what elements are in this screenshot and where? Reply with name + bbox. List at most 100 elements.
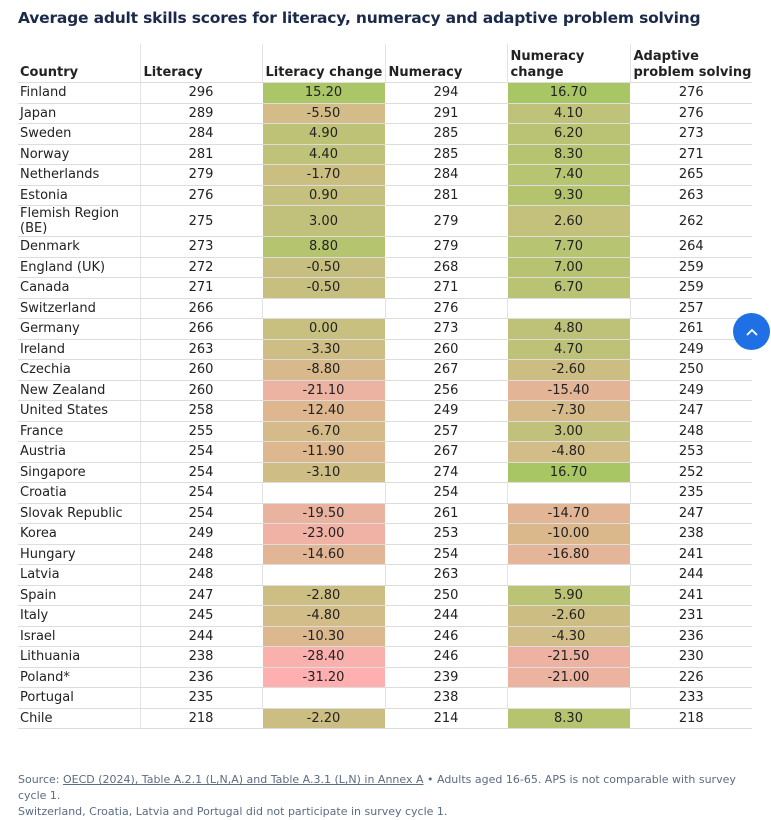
table-row: Portugal 235 238 233	[18, 687, 752, 709]
literacy-change-cell: -28.40	[261, 646, 386, 668]
numeracy-cell: 246	[384, 626, 507, 647]
numeracy-cell: 246	[384, 646, 507, 668]
country-cell: Denmark	[18, 236, 140, 258]
country-cell: Sweden	[18, 123, 140, 145]
literacy-cell: 263	[139, 339, 262, 360]
literacy-cell: 276	[139, 185, 262, 206]
aps-cell: 276	[629, 103, 752, 124]
aps-cell: 247	[629, 503, 752, 524]
aps-cell: 248	[629, 421, 752, 442]
numeracy-cell: 273	[384, 318, 507, 340]
country-cell: United States	[18, 400, 140, 422]
numeracy-cell: 260	[384, 339, 507, 360]
literacy-cell: 284	[139, 123, 262, 145]
numeracy-change-cell: 6.70	[506, 277, 631, 299]
column-header: Numeracy change	[506, 44, 630, 83]
numeracy-change-cell: 5.90	[506, 585, 631, 606]
table-row: Italy 245 -4.80 244 -2.60 231	[18, 605, 752, 627]
literacy-cell: 236	[139, 667, 262, 688]
literacy-change-cell: -2.20	[261, 708, 386, 729]
country-cell: Canada	[18, 277, 140, 299]
source-link[interactable]: OECD (2024), Table A.2.1 (L,N,A) and Tab…	[62, 773, 424, 786]
country-cell: Korea	[18, 523, 140, 545]
numeracy-change-cell: 6.20	[506, 123, 631, 145]
numeracy-change-cell: 8.30	[506, 708, 631, 729]
literacy-cell: 254	[139, 462, 262, 483]
aps-cell: 241	[629, 544, 752, 565]
country-cell: Czechia	[18, 359, 140, 381]
numeracy-change-cell: 7.00	[506, 257, 631, 278]
literacy-cell: 296	[139, 82, 262, 104]
literacy-cell: 271	[139, 277, 262, 299]
table-row: Slovak Republic 254 -19.50 261 -14.70 247	[18, 503, 752, 524]
numeracy-cell: 263	[384, 564, 507, 586]
numeracy-change-cell	[506, 564, 630, 586]
literacy-cell: 249	[139, 523, 262, 545]
literacy-change-cell: 15.20	[261, 82, 386, 104]
country-cell: Poland*	[18, 667, 140, 688]
aps-cell: 230	[629, 646, 752, 668]
aps-cell: 250	[629, 359, 752, 381]
numeracy-cell: 274	[384, 462, 507, 483]
table-row: Switzerland 266 276 257	[18, 298, 752, 319]
country-cell: Estonia	[18, 185, 140, 206]
literacy-change-cell: -5.50	[261, 103, 386, 124]
header-row: Country Literacy Literacy change Numeracy Nu…	[18, 44, 752, 83]
literacy-cell: 266	[139, 318, 262, 340]
column-header: Adaptive problem solving	[629, 44, 752, 83]
numeracy-cell: 257	[384, 421, 507, 442]
table-row: Chile 218 -2.20 214 8.30 218	[18, 708, 752, 729]
literacy-cell: 260	[139, 359, 262, 381]
numeracy-cell: 284	[384, 164, 507, 186]
aps-cell: 263	[629, 185, 752, 206]
source-label: Source:	[18, 773, 63, 786]
numeracy-cell: 267	[384, 441, 507, 463]
country-cell: Israel	[18, 626, 140, 647]
numeracy-cell: 267	[384, 359, 507, 381]
literacy-change-cell: -4.80	[261, 605, 386, 627]
literacy-cell: 235	[139, 687, 262, 709]
table-row: Japan 289 -5.50 291 4.10 276	[18, 103, 752, 124]
scroll-to-top-button[interactable]	[733, 313, 770, 350]
numeracy-change-cell: -2.60	[506, 605, 631, 627]
literacy-cell: 248	[139, 564, 262, 586]
literacy-cell: 254	[139, 441, 262, 463]
literacy-cell: 254	[139, 503, 262, 524]
numeracy-cell: 244	[384, 605, 507, 627]
table-row: Estonia 276 0.90 281 9.30 263	[18, 185, 752, 206]
numeracy-change-cell: -16.80	[506, 544, 631, 565]
literacy-cell: 289	[139, 103, 262, 124]
aps-cell: 238	[629, 523, 752, 545]
table-row: Finland 296 15.20 294 16.70 276	[18, 82, 752, 104]
aps-cell: 249	[629, 380, 752, 401]
literacy-cell: 245	[139, 605, 262, 627]
country-cell: England (UK)	[18, 257, 140, 278]
table-row: Croatia 254 254 235	[18, 482, 752, 504]
literacy-change-cell: -21.10	[261, 380, 386, 401]
aps-cell: 262	[629, 205, 752, 237]
literacy-cell: 260	[139, 380, 262, 401]
country-cell: Slovak Republic	[18, 503, 140, 524]
aps-cell: 259	[629, 277, 752, 299]
literacy-change-cell: -14.60	[261, 544, 386, 565]
aps-cell: 273	[629, 123, 752, 145]
column-header: Literacy	[139, 44, 262, 83]
numeracy-change-cell: -7.30	[506, 400, 631, 422]
literacy-change-cell: 4.90	[261, 123, 386, 145]
country-cell: Norway	[18, 144, 140, 165]
table-row: Czechia 260 -8.80 267 -2.60 250	[18, 359, 752, 381]
numeracy-cell: 294	[384, 82, 507, 104]
aps-cell: 226	[629, 667, 752, 688]
table-row: Poland* 236 -31.20 239 -21.00 226	[18, 667, 752, 688]
table-row: Germany 266 0.00 273 4.80 261	[18, 318, 752, 340]
country-cell: Portugal	[18, 687, 140, 709]
table-row: Hungary 248 -14.60 254 -16.80 241	[18, 544, 752, 565]
country-cell: Finland	[18, 82, 140, 104]
table-row: Sweden 284 4.90 285 6.20 273	[18, 123, 752, 145]
aps-cell: 253	[629, 441, 752, 463]
numeracy-change-cell: -4.80	[506, 441, 631, 463]
table-row: Korea 249 -23.00 253 -10.00 238	[18, 523, 752, 545]
numeracy-change-cell: 7.40	[506, 164, 631, 186]
literacy-change-cell: -6.70	[261, 421, 386, 442]
country-cell: Croatia	[18, 482, 140, 504]
